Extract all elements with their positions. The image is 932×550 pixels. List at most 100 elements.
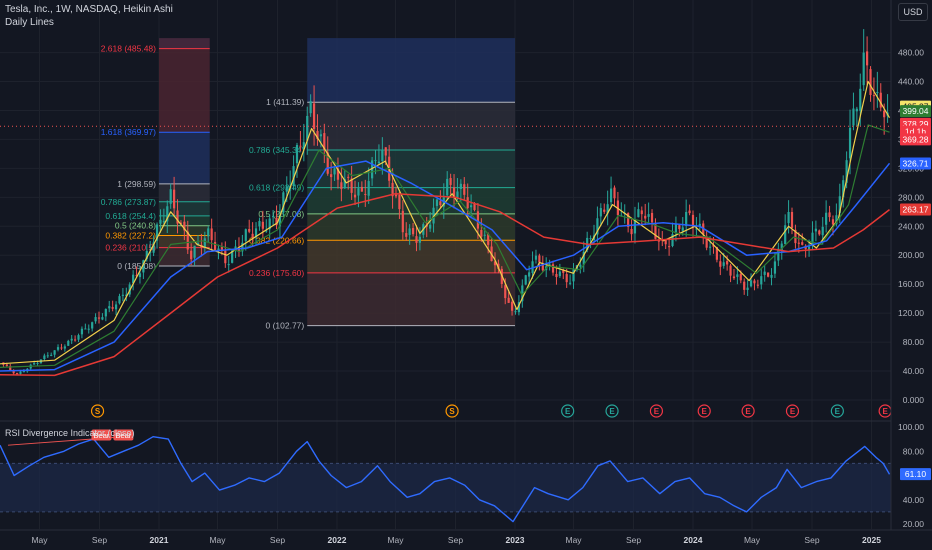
candle-down[interactable]	[347, 176, 350, 178]
candle-down[interactable]	[326, 152, 329, 174]
candle-up[interactable]	[435, 199, 439, 206]
candle-down[interactable]	[879, 92, 882, 108]
candle-down[interactable]	[350, 178, 353, 193]
candle-up[interactable]	[306, 115, 309, 141]
price-axis[interactable]: 0.000 40.00 80.00 120.00 160.00 200.00 240.00 2…	[890, 0, 932, 550]
candle-up[interactable]	[343, 179, 346, 189]
candle-up[interactable]	[374, 160, 377, 162]
candle-down[interactable]	[510, 301, 514, 311]
candle-up[interactable]	[470, 205, 473, 208]
moving-average-line[interactable]	[0, 192, 890, 377]
candle-down[interactable]	[220, 246, 223, 250]
earnings-marker[interactable]: E	[785, 404, 800, 418]
candle-up[interactable]	[367, 181, 370, 196]
candle-up[interactable]	[377, 161, 381, 164]
candle-down[interactable]	[756, 284, 759, 286]
candle-down[interactable]	[340, 182, 343, 190]
candle-up[interactable]	[244, 229, 247, 241]
candle-down[interactable]	[603, 209, 606, 212]
candle-up[interactable]	[418, 236, 421, 243]
candle-down[interactable]	[323, 133, 326, 150]
candle-up[interactable]	[760, 276, 763, 285]
candle-up[interactable]	[596, 218, 599, 235]
candle-up[interactable]	[548, 263, 551, 265]
candle-up[interactable]	[749, 280, 753, 287]
candle-up[interactable]	[698, 223, 701, 227]
candle-down[interactable]	[654, 224, 657, 239]
moving-average-line[interactable]	[0, 124, 890, 368]
candle-down[interactable]	[299, 145, 302, 147]
candle-up[interactable]	[254, 228, 258, 238]
candle-down[interactable]	[664, 239, 667, 245]
candle-down[interactable]	[715, 247, 718, 260]
candle-up[interactable]	[295, 144, 299, 164]
candle-down[interactable]	[330, 174, 333, 178]
candle-up[interactable]	[647, 214, 650, 217]
candle-down[interactable]	[452, 187, 456, 198]
candle-down[interactable]	[678, 225, 681, 230]
candle-up[interactable]	[674, 224, 678, 233]
candle-down[interactable]	[176, 210, 179, 224]
candle-down[interactable]	[507, 297, 510, 303]
candle-up[interactable]	[231, 250, 234, 263]
heikin-ashi-candles[interactable]	[2, 29, 889, 376]
candle-up[interactable]	[217, 248, 220, 251]
candle-down[interactable]	[183, 221, 186, 231]
candle-down[interactable]	[316, 131, 319, 139]
candle-down[interactable]	[538, 255, 541, 263]
candle-down[interactable]	[719, 261, 722, 267]
candle-down[interactable]	[190, 250, 193, 260]
earnings-marker[interactable]: E	[878, 404, 892, 418]
candle-down[interactable]	[493, 261, 497, 266]
candle-up[interactable]	[528, 272, 531, 277]
candle-down[interactable]	[394, 194, 398, 197]
candle-up[interactable]	[207, 228, 210, 237]
candle-down[interactable]	[640, 210, 643, 215]
candle-down[interactable]	[630, 228, 633, 235]
candle-up[interactable]	[842, 180, 845, 198]
candle-up[interactable]	[196, 243, 200, 245]
candle-up[interactable]	[483, 234, 486, 236]
candle-up[interactable]	[125, 294, 128, 297]
candle-down[interactable]	[411, 228, 415, 235]
earnings-marker[interactable]: E	[561, 404, 575, 418]
candle-down[interactable]	[251, 233, 254, 238]
candle-up[interactable]	[282, 192, 285, 213]
candle-up[interactable]	[193, 245, 196, 258]
candle-up[interactable]	[381, 149, 384, 162]
candle-up[interactable]	[708, 246, 712, 248]
candle-down[interactable]	[391, 182, 394, 197]
time-axis[interactable]: May Sep 2021 May Sep 2022 May Sep 2023 May Sep 2024…	[0, 529, 932, 550]
candle-up[interactable]	[579, 264, 582, 267]
candle-down[interactable]	[210, 228, 213, 241]
candle-up[interactable]	[63, 346, 66, 349]
candle-down[interactable]	[97, 317, 101, 319]
candle-up[interactable]	[77, 335, 80, 340]
candle-down[interactable]	[480, 229, 483, 237]
candle-down[interactable]	[275, 217, 278, 226]
candle-down[interactable]	[797, 242, 800, 244]
dividend-marker[interactable]: S	[445, 404, 459, 418]
candle-up[interactable]	[736, 274, 739, 277]
candle-up[interactable]	[459, 183, 462, 189]
candle-up[interactable]	[84, 328, 87, 330]
candle-up[interactable]	[534, 255, 538, 260]
candle-down[interactable]	[12, 370, 15, 374]
candle-down[interactable]	[726, 261, 729, 265]
candle-down[interactable]	[336, 168, 340, 180]
candle-up[interactable]	[302, 142, 305, 149]
candle-down[interactable]	[360, 186, 363, 192]
candle-down[interactable]	[353, 194, 357, 198]
candle-up[interactable]	[142, 260, 145, 273]
candle-down[interactable]	[261, 221, 264, 229]
candle-up[interactable]	[203, 238, 206, 248]
moving-average-line[interactable]	[0, 160, 891, 372]
candle-up[interactable]	[855, 108, 858, 112]
candle-up[interactable]	[633, 219, 637, 234]
candle-down[interactable]	[565, 274, 568, 283]
earnings-marker[interactable]: E	[649, 404, 664, 418]
candle-down[interactable]	[739, 273, 742, 281]
candle-up[interactable]	[429, 224, 432, 229]
candle-down[interactable]	[790, 212, 794, 228]
